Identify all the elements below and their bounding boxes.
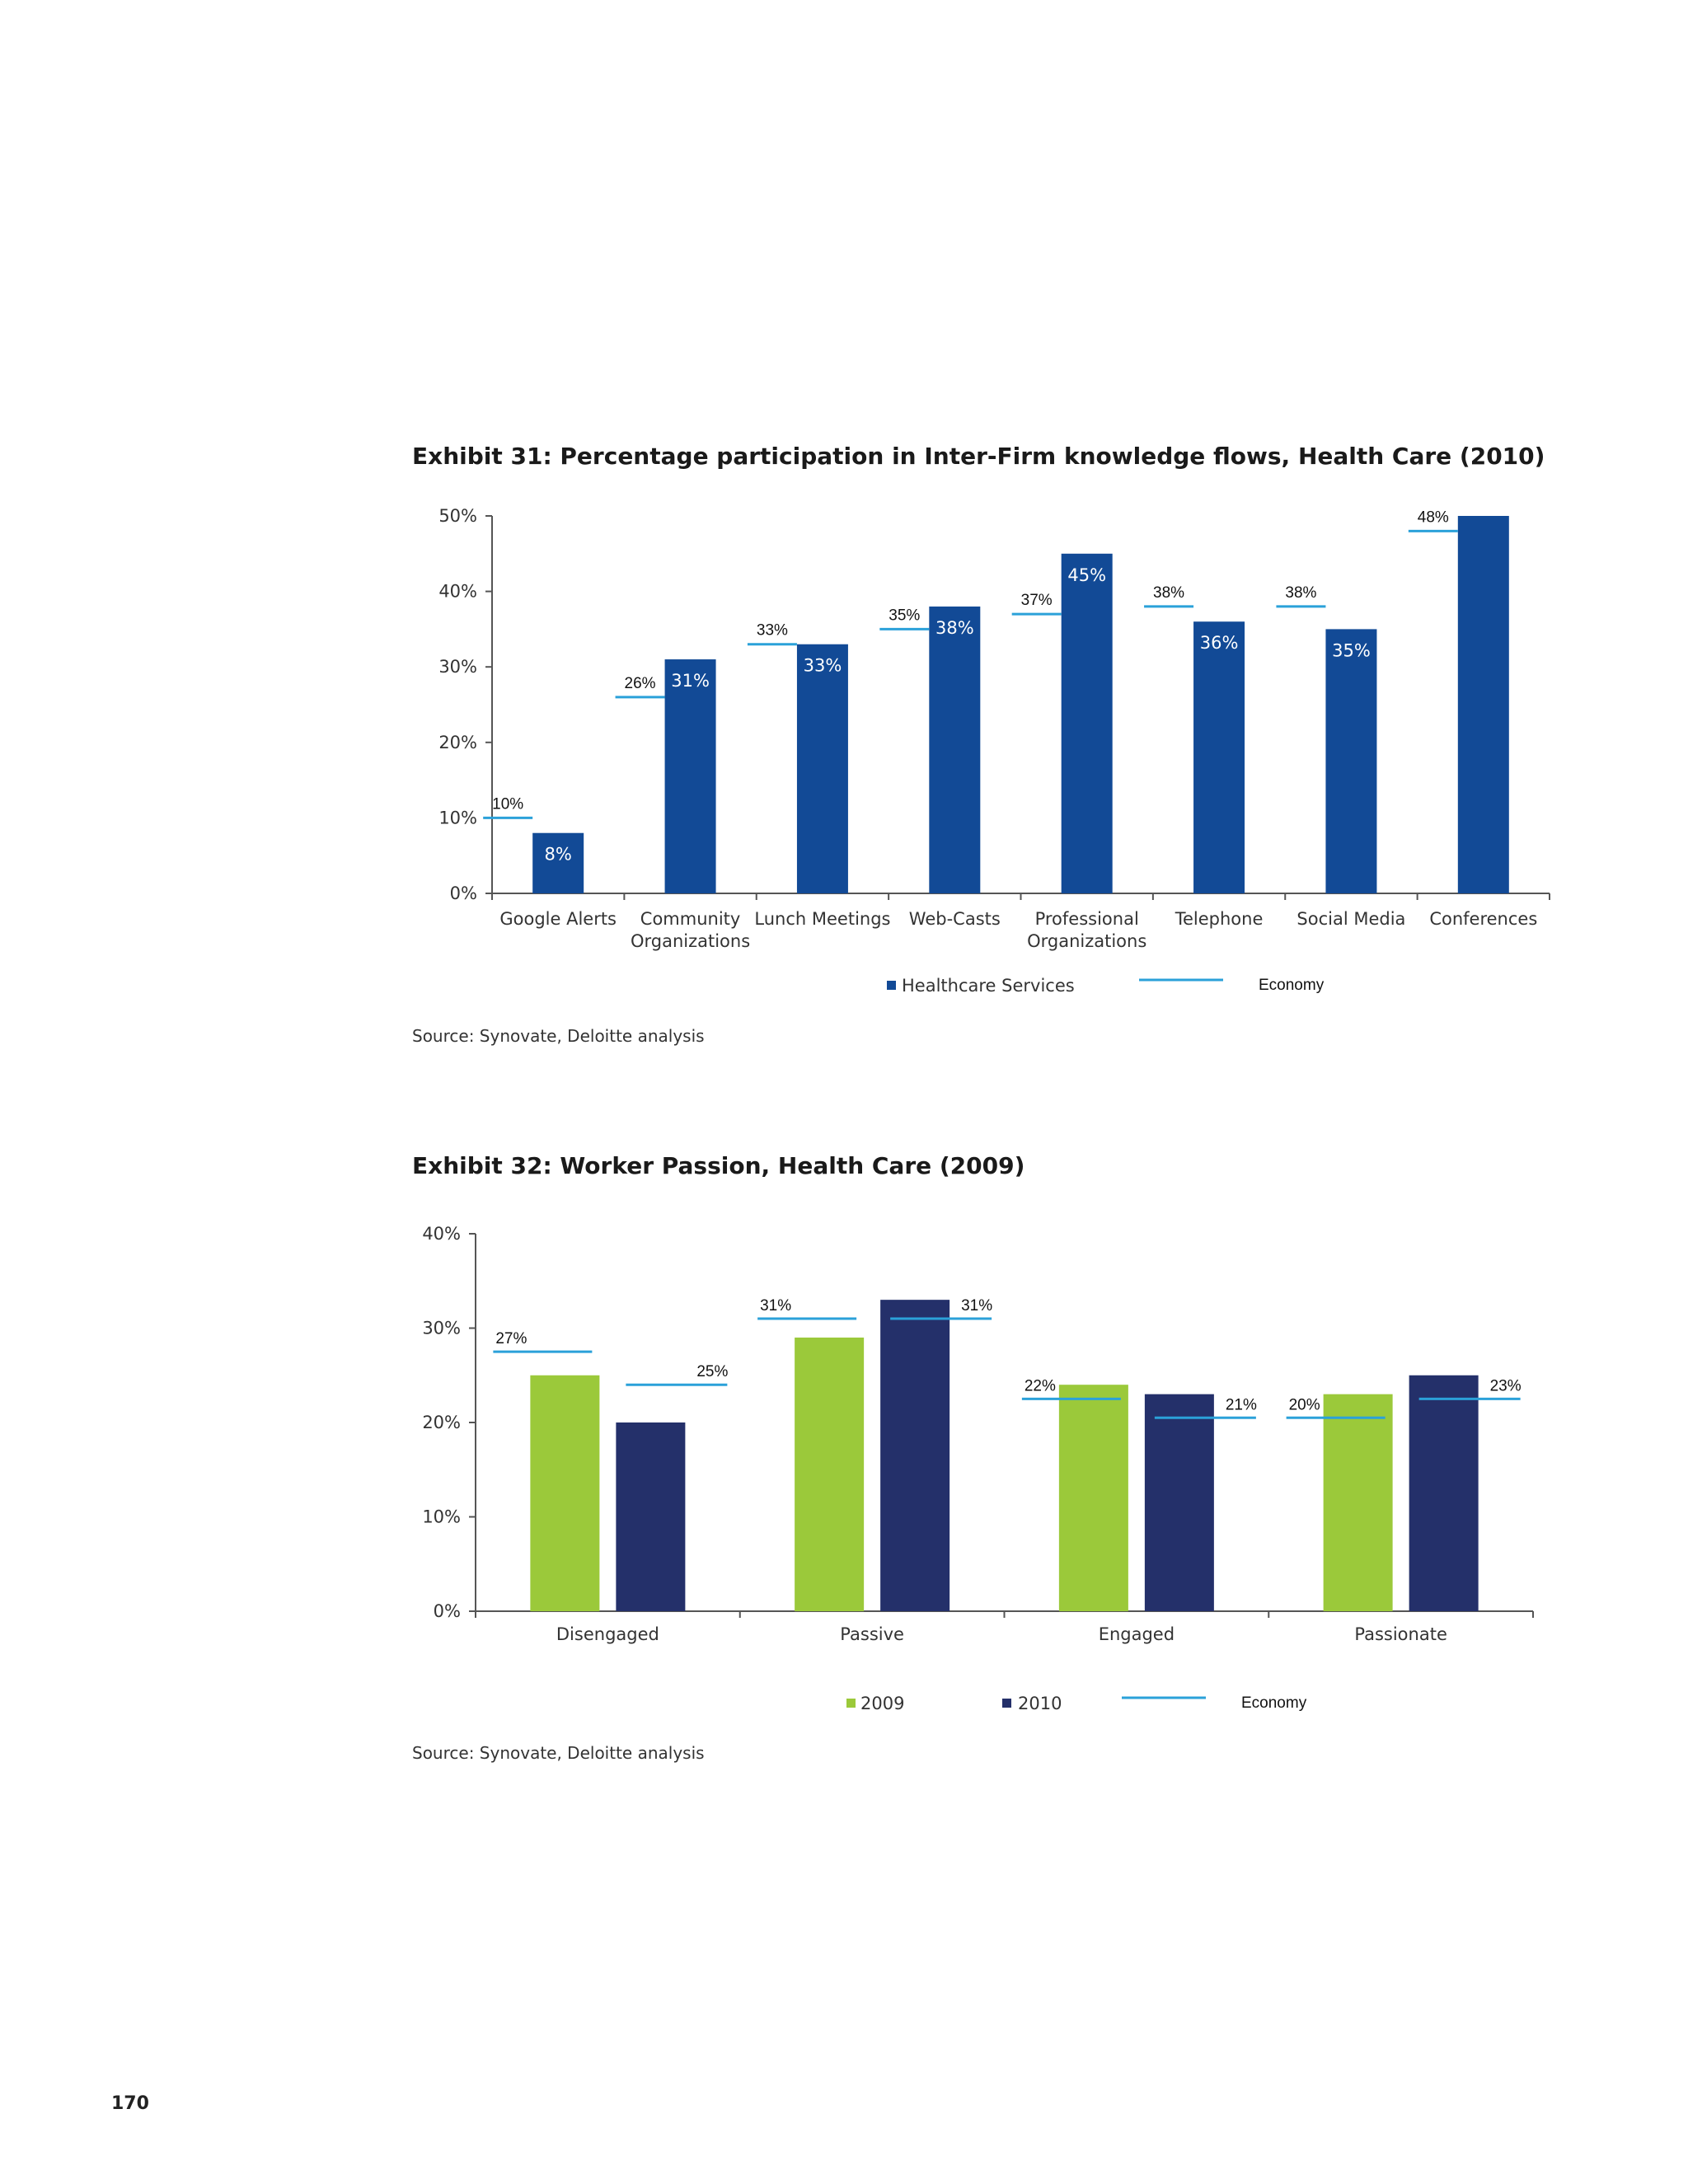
y-tick-label: 0% [450, 883, 477, 903]
exhibit32-source: Source: Synovate, Deloitte analysis [412, 1743, 705, 1763]
data-label-economy-2009: 20% [1289, 1396, 1320, 1413]
legend-swatch-healthcare [887, 981, 896, 990]
data-label-healthcare: 45% [1067, 565, 1106, 585]
data-label-economy-2010: 21% [1226, 1396, 1257, 1413]
bar-healthcare [929, 606, 981, 893]
data-label-economy-2010: 31% [961, 1297, 992, 1315]
category-label: Web-Casts [909, 909, 1001, 929]
data-label-healthcare: 36% [1200, 633, 1239, 653]
data-label-economy: 35% [889, 607, 920, 624]
bar-2009 [795, 1337, 865, 1611]
category-label: Lunch Meetings [754, 909, 890, 929]
bar-2010 [1409, 1375, 1479, 1611]
bar-2010 [616, 1422, 686, 1611]
data-label-economy: 38% [1285, 584, 1316, 602]
page-number: 170 [111, 2093, 149, 2114]
bar-healthcare [532, 832, 584, 893]
legend-swatch-2010 [1002, 1699, 1011, 1708]
exhibit31-title: Exhibit 31: Percentage participation in … [412, 443, 1545, 470]
data-label-economy: 26% [625, 675, 656, 692]
bar-2009 [530, 1375, 600, 1611]
data-label-economy: 48% [1418, 509, 1449, 526]
y-tick-label: 40% [438, 582, 477, 602]
legend-label-2009: 2009 [860, 1694, 904, 1713]
data-label-economy: 10% [492, 795, 523, 813]
category-label: Organizations [1027, 931, 1146, 951]
exhibit32-chart: 0% 10% 20% 30% 40% 27% 25% Disengaged 31% 31% Pass… [422, 1224, 1534, 1713]
legend-swatch-2009 [846, 1699, 856, 1708]
data-label-economy: 37% [1021, 592, 1053, 609]
data-label-healthcare: 35% [1332, 640, 1371, 660]
bar-2009 [1323, 1394, 1393, 1611]
legend-label-economy: Economy [1259, 977, 1325, 994]
data-label-healthcare: 8% [545, 845, 572, 865]
bar-healthcare [1325, 629, 1377, 893]
category-label: Social Media [1296, 909, 1405, 929]
category-label: Community [640, 909, 741, 929]
bar-2010 [880, 1300, 950, 1611]
y-tick-label: 10% [438, 808, 477, 827]
data-label-healthcare: 38% [935, 618, 974, 638]
category-label: Passionate [1354, 1624, 1447, 1644]
y-tick-label: 30% [438, 657, 477, 677]
category-label: Engaged [1099, 1624, 1175, 1644]
category-label: Disengaged [556, 1624, 659, 1644]
category-label: Telephone [1175, 909, 1264, 929]
legend-label-2010: 2010 [1018, 1694, 1062, 1713]
y-tick-label: 40% [422, 1224, 461, 1244]
y-tick-label: 20% [422, 1413, 461, 1432]
category-label: Google Alerts [499, 909, 617, 929]
data-label-healthcare: 31% [671, 671, 710, 691]
bar-2009 [1058, 1385, 1128, 1611]
category-label: Organizations [631, 931, 750, 951]
data-label-healthcare: 33% [804, 656, 842, 676]
category-label: Conferences [1429, 909, 1537, 929]
category-label: Professional [1035, 909, 1139, 929]
bar-healthcare [1193, 621, 1245, 893]
data-label-economy-2010: 23% [1490, 1377, 1522, 1394]
y-tick-label: 30% [422, 1319, 461, 1338]
bar-healthcare [1061, 553, 1113, 893]
bar-healthcare [1457, 516, 1509, 893]
category-label: Passive [840, 1624, 904, 1644]
y-tick-label: 20% [438, 733, 477, 752]
data-label-economy-2010: 25% [696, 1363, 728, 1380]
legend-label-economy: Economy [1241, 1694, 1307, 1712]
bar-healthcare [664, 659, 716, 893]
bar-2010 [1144, 1394, 1214, 1611]
data-label-economy-2009: 22% [1025, 1377, 1056, 1394]
legend-label-healthcare: Healthcare Services [902, 976, 1075, 996]
data-label-economy: 38% [1153, 584, 1184, 602]
exhibit32-title: Exhibit 32: Worker Passion, Health Care … [412, 1152, 1025, 1179]
exhibit31-chart: 0% 10% 20% 30% 40% 50% 8% 10% Google Alerts 31% 26… [438, 506, 1550, 996]
data-label-economy-2009: 31% [760, 1297, 791, 1315]
data-label-economy: 33% [757, 622, 788, 640]
y-tick-label: 0% [434, 1601, 461, 1621]
y-tick-label: 50% [438, 506, 477, 526]
data-label-economy-2009: 27% [495, 1330, 527, 1347]
bar-healthcare [796, 644, 848, 893]
exhibit31-source: Source: Synovate, Deloitte analysis [412, 1026, 705, 1046]
y-tick-label: 10% [422, 1507, 461, 1527]
